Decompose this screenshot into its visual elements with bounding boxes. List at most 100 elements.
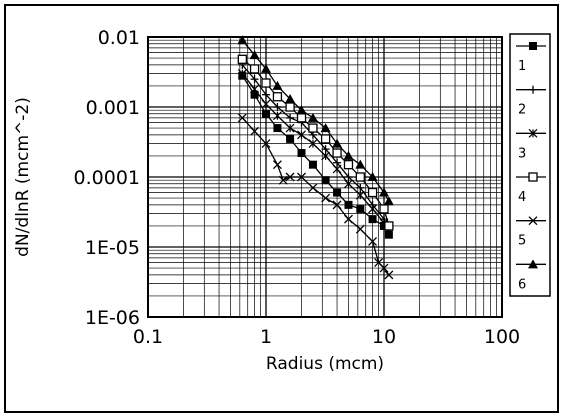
series-4-point <box>249 64 260 74</box>
series-4-point <box>343 160 354 170</box>
series-4-point <box>379 204 389 214</box>
series-4-point <box>272 92 283 102</box>
legend-marker <box>529 85 537 94</box>
legend-marker <box>529 42 537 50</box>
series-5-point <box>285 172 295 182</box>
legend-item-1: 1 <box>516 42 546 74</box>
chart-frame <box>4 4 559 413</box>
series-3 <box>237 69 394 231</box>
series-4-point <box>384 221 394 231</box>
series-5-point <box>332 200 342 210</box>
series-6-point <box>307 112 318 122</box>
series-6 <box>237 35 394 206</box>
series-4-point <box>332 148 342 158</box>
series-3-point <box>332 164 342 174</box>
series-4-point <box>296 113 307 123</box>
legend-marker <box>528 216 538 226</box>
legend-label: 4 <box>518 190 526 205</box>
x-tick-label: 0.1 <box>133 326 163 348</box>
series-6-point <box>343 150 354 160</box>
plot-area-border <box>147 36 503 318</box>
series-6-point <box>383 196 394 206</box>
series-5-point <box>297 172 306 182</box>
series-1-point <box>297 149 306 158</box>
legend-label: 2 <box>518 103 526 118</box>
series-2-line <box>241 64 390 230</box>
series-3-point <box>297 130 306 140</box>
series-2-point <box>344 173 353 181</box>
legend: 1 2 3 4 5 6 <box>509 33 551 297</box>
legend-marker <box>528 172 538 182</box>
series-2-point <box>321 145 330 154</box>
x-tick-label: 10 <box>372 326 396 348</box>
series-6-point <box>355 159 366 169</box>
series-3-point <box>285 123 295 133</box>
series-2-point <box>262 90 270 99</box>
series-5-point <box>355 224 365 234</box>
series-3-point <box>250 84 259 94</box>
series-3-point <box>344 179 353 189</box>
y-tick-label: 0.01 <box>98 27 140 49</box>
series-1-point <box>344 200 353 209</box>
series-6-point <box>296 105 307 115</box>
series-4-point <box>355 172 365 182</box>
series-2-point <box>356 183 365 192</box>
series-1-line <box>241 75 390 236</box>
x-tick-label: 1 <box>260 326 272 348</box>
series-1-point <box>333 188 342 197</box>
legend-label: 5 <box>518 234 526 249</box>
series-5-point <box>379 263 389 273</box>
legend-marker <box>528 128 538 138</box>
legend-item-5: 5 <box>516 216 546 249</box>
series-1-point <box>250 90 259 99</box>
series-1-point <box>262 109 270 118</box>
y-tick-label: 1E-05 <box>85 237 140 259</box>
x-tick-label: 100 <box>484 326 520 348</box>
y-axis-title: dN/dlnR (mcm^-2) <box>13 97 33 257</box>
series-5-point <box>250 126 260 136</box>
series-6-point <box>272 80 283 90</box>
series-1-point <box>384 230 393 239</box>
series-1-point <box>308 160 317 169</box>
series-3-point <box>261 99 271 109</box>
series-3-point <box>273 111 282 121</box>
series-4-point <box>320 134 331 144</box>
series-4-point <box>237 54 247 64</box>
series-5-point <box>384 270 394 280</box>
legend-box <box>509 33 551 297</box>
series-5-line <box>241 117 390 276</box>
series-4-point <box>261 78 271 88</box>
series-5-point <box>272 160 282 170</box>
series-6-point <box>261 63 271 73</box>
series-5-point <box>368 236 378 246</box>
series-3-point <box>321 151 331 161</box>
legend-label: 6 <box>518 277 526 292</box>
legend-item-4: 4 <box>516 172 546 205</box>
series-6-point <box>237 35 248 45</box>
series-6-point <box>332 138 343 148</box>
series-5-point <box>237 113 247 123</box>
series-2-point <box>273 103 282 111</box>
series-3-point <box>355 190 365 200</box>
series-5-point <box>308 183 318 193</box>
series-3-line <box>241 73 390 227</box>
series-4 <box>237 54 394 231</box>
series-3-point <box>368 204 377 214</box>
series-6-point <box>249 50 260 60</box>
series-6-point <box>379 187 389 197</box>
series-1-point <box>273 124 282 133</box>
series-1-point <box>321 176 330 185</box>
series-4-point <box>367 187 378 198</box>
series-3-point <box>237 69 247 79</box>
series-2-point <box>250 75 259 84</box>
series-5 <box>237 113 394 280</box>
legend-item-3: 3 <box>516 128 546 161</box>
series-4-point <box>285 102 295 112</box>
series-1-point <box>368 215 377 224</box>
series-1-point <box>286 134 295 143</box>
legend-item-6: 6 <box>516 259 546 292</box>
legend-label: 1 <box>518 59 526 74</box>
series-1-point <box>356 204 365 213</box>
legend-item-2: 2 <box>516 85 546 118</box>
